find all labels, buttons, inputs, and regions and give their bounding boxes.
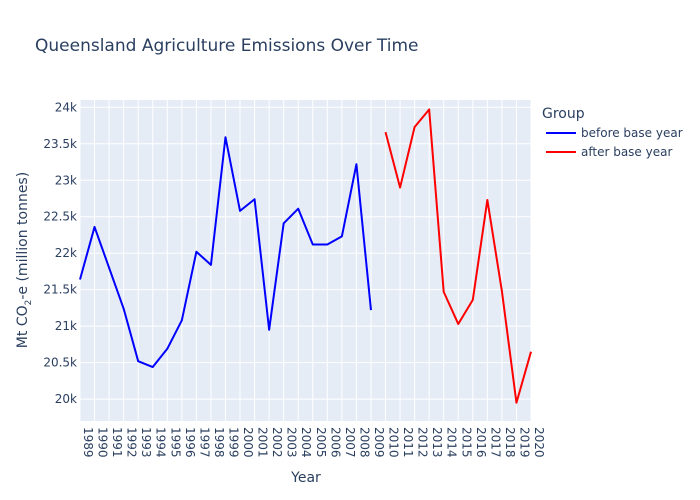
x-tick-label: 2005 bbox=[314, 427, 328, 458]
chart-title: Queensland Agriculture Emissions Over Ti… bbox=[35, 36, 419, 56]
plot-area bbox=[80, 100, 531, 421]
y-tick-label: 21k bbox=[55, 319, 77, 333]
x-tick-label: 1992 bbox=[125, 427, 139, 458]
x-tick-label: 2001 bbox=[256, 427, 270, 458]
y-tick-label: 21.5k bbox=[43, 283, 77, 297]
x-tick-label: 1993 bbox=[139, 427, 153, 458]
x-tick-label: 1989 bbox=[81, 427, 95, 458]
x-tick-label: 2016 bbox=[474, 427, 488, 458]
x-tick-label: 2000 bbox=[241, 427, 255, 458]
y-tick-label: 23k bbox=[55, 173, 77, 187]
legend-label[interactable]: before base year bbox=[581, 126, 683, 140]
legend-label[interactable]: after base year bbox=[581, 145, 672, 159]
x-tick-label: 2010 bbox=[387, 427, 401, 458]
x-tick-label: 2018 bbox=[503, 427, 517, 458]
x-tick-label: 2009 bbox=[372, 427, 386, 458]
x-tick-label: 2004 bbox=[299, 427, 313, 458]
x-axis-ticks: 1989 1990 1991 1992 1993 1994 1995 1996 1997 1998… bbox=[81, 427, 546, 458]
x-tick-label: 2013 bbox=[430, 427, 444, 458]
y-tick-label: 23.5k bbox=[43, 137, 77, 151]
x-tick-label: 1999 bbox=[226, 427, 240, 458]
x-tick-label: 2002 bbox=[270, 427, 284, 458]
x-tick-label: 1990 bbox=[96, 427, 110, 458]
series-layer bbox=[79, 108, 532, 404]
x-axis-title: Year bbox=[290, 470, 321, 486]
y-tick-label: 20k bbox=[55, 392, 77, 406]
x-tick-label: 2012 bbox=[416, 427, 430, 458]
x-tick-label: 2006 bbox=[328, 427, 342, 458]
y-tick-label: 22.5k bbox=[43, 210, 77, 224]
x-tick-label: 2008 bbox=[357, 427, 371, 458]
gridlines bbox=[79, 100, 532, 421]
x-tick-label: 1995 bbox=[168, 427, 182, 458]
legend: Group before base year after base year bbox=[542, 106, 683, 159]
y-axis-title: Mt CO2-e (million tonnes) bbox=[15, 172, 34, 348]
x-tick-label: 1997 bbox=[197, 427, 211, 458]
x-tick-label: 2020 bbox=[532, 427, 546, 458]
y-tick-label: 20.5k bbox=[43, 356, 77, 370]
x-tick-label: 2017 bbox=[488, 427, 502, 458]
x-tick-label: 2014 bbox=[445, 427, 459, 458]
x-tick-label: 1998 bbox=[212, 427, 226, 458]
x-tick-label: 1996 bbox=[183, 427, 197, 458]
x-tick-label: 1994 bbox=[154, 427, 168, 458]
x-tick-label: 2007 bbox=[343, 427, 357, 458]
y-tick-label: 22k bbox=[55, 246, 77, 260]
x-tick-label: 2015 bbox=[459, 427, 473, 458]
y-axis-ticks: 20k 20.5k 21k 21.5k 22k 22.5k 23k 23.5k 24k bbox=[43, 100, 77, 406]
x-tick-label: 2011 bbox=[401, 427, 415, 458]
y-tick-label: 24k bbox=[55, 100, 77, 114]
x-tick-label: 1991 bbox=[110, 427, 124, 458]
x-tick-label: 2003 bbox=[285, 427, 299, 458]
legend-title: Group bbox=[542, 106, 585, 122]
x-tick-label: 2019 bbox=[517, 427, 531, 458]
